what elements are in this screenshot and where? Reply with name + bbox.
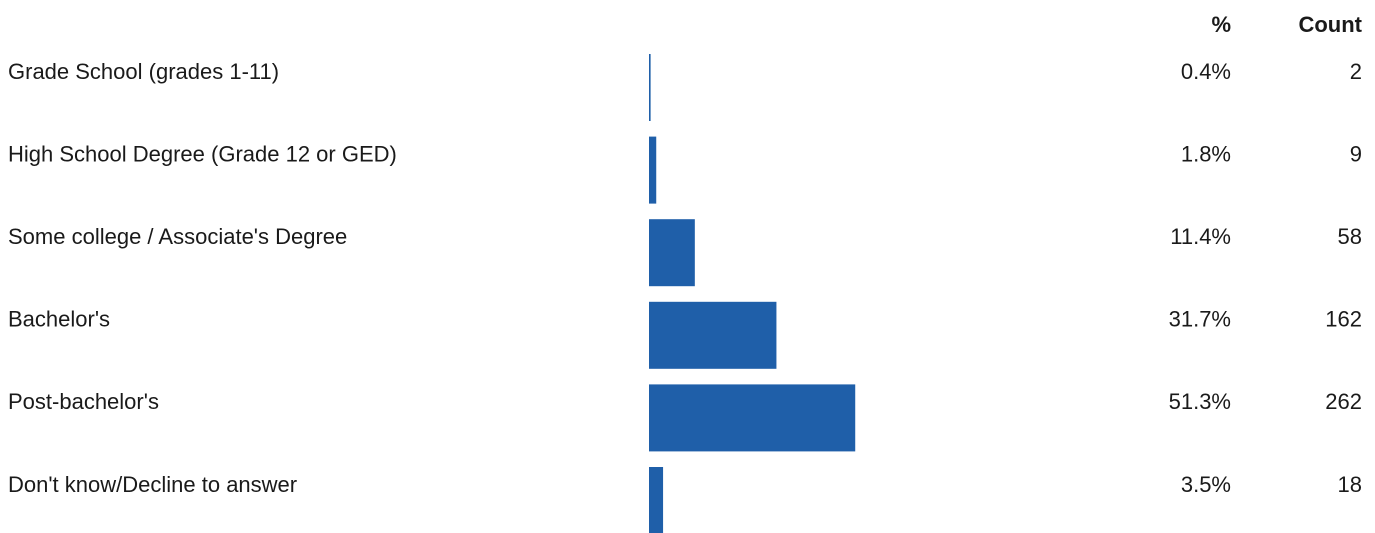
count-label: 58 (1338, 224, 1362, 249)
percent-label: 0.4% (1181, 59, 1231, 84)
count-header: Count (1298, 12, 1362, 37)
count-label: 162 (1325, 307, 1362, 332)
bar (649, 467, 664, 533)
count-label: 2 (1350, 59, 1362, 84)
count-label: 18 (1338, 472, 1362, 497)
category-label: Bachelor's (8, 307, 110, 332)
bar (649, 384, 856, 452)
category-label: Post-bachelor's (8, 389, 159, 414)
category-label: Don't know/Decline to answer (8, 472, 297, 497)
percent-label: 51.3% (1169, 389, 1231, 414)
bar (649, 301, 777, 369)
bar (649, 219, 695, 287)
category-label: High School Degree (Grade 12 or GED) (8, 141, 397, 166)
count-label: 9 (1350, 141, 1362, 166)
count-label: 262 (1325, 389, 1362, 414)
percent-label: 3.5% (1181, 472, 1231, 497)
category-label: Some college / Associate's Degree (8, 224, 347, 249)
bar (649, 136, 657, 204)
percent-label: 11.4% (1170, 224, 1231, 249)
percent-header: % (1211, 12, 1231, 37)
percent-label: 1.8% (1181, 141, 1231, 166)
percent-label: 31.7% (1169, 307, 1231, 332)
bar (649, 54, 651, 121)
category-label: Grade School (grades 1-11) (8, 59, 279, 84)
